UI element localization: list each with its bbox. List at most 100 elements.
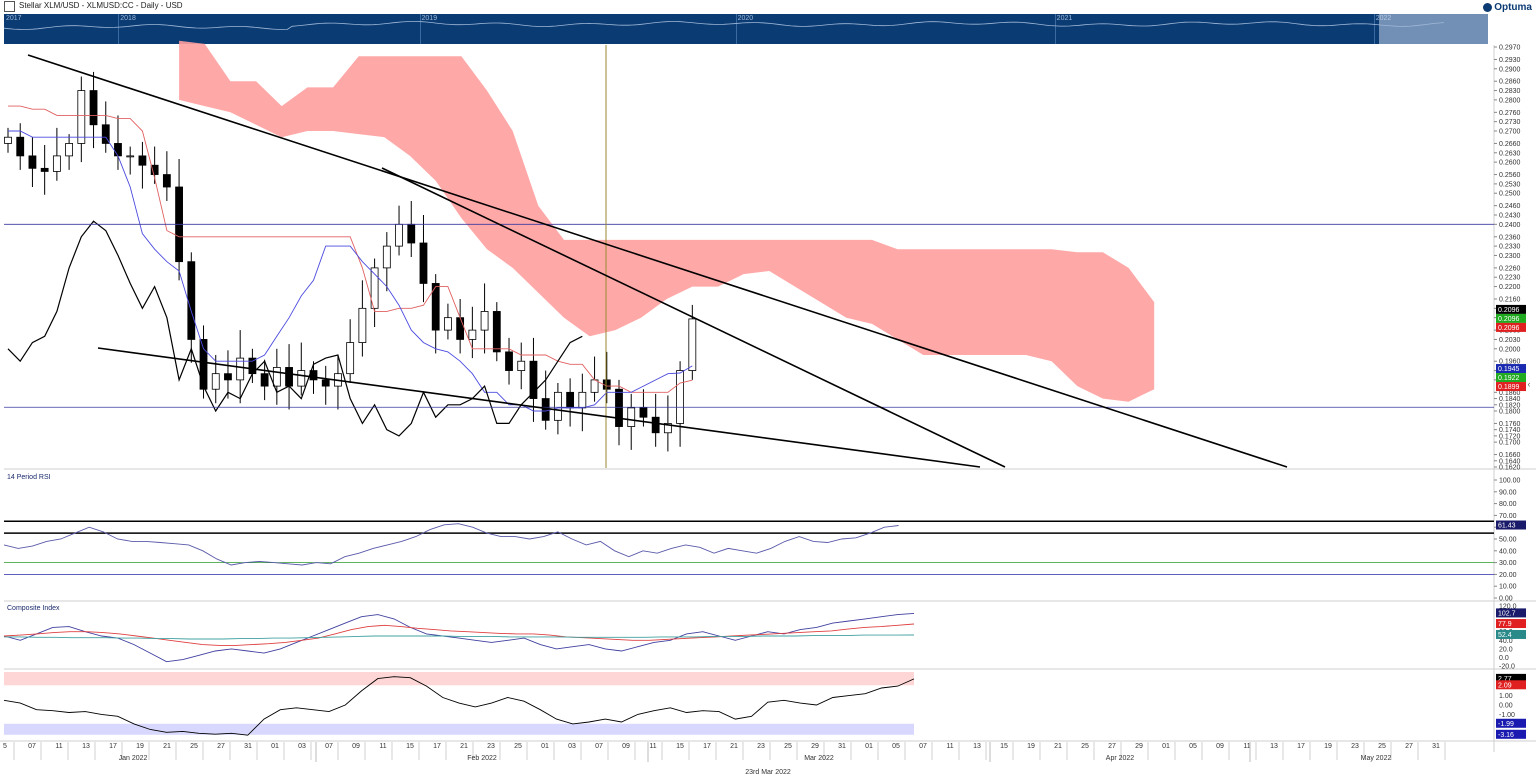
- xaxis-day-tick: 19: [1324, 743, 1332, 750]
- xaxis-day-tick: 5: [3, 743, 7, 750]
- price-badge-bg: [1496, 304, 1526, 314]
- optex-tick-label: 1.00: [1499, 693, 1513, 700]
- rsi-tick-label: 100.00: [1499, 478, 1521, 485]
- tenkan-sen-line: [8, 130, 693, 412]
- xaxis-day-tick: 11: [55, 743, 62, 750]
- overview-line: [4, 21, 1445, 31]
- composite-badge-bg: [1496, 619, 1526, 629]
- composite-badge: 102.7: [1498, 610, 1516, 617]
- candle-down: [566, 391, 575, 409]
- composite-tick-label: -20.0: [1499, 664, 1515, 671]
- xaxis-day-tick: 29: [1135, 743, 1143, 750]
- candle-up: [382, 245, 391, 269]
- price-badge-bg: [1496, 382, 1526, 392]
- xaxis-month-label: Jan 2022: [119, 755, 148, 762]
- xaxis-day-tick: 07: [595, 743, 603, 750]
- candle-down: [40, 167, 49, 172]
- xaxis-day-tick: 05: [892, 743, 900, 750]
- collapse-panel-chevron-icon[interactable]: ‹: [1527, 379, 1531, 389]
- candle-up: [236, 357, 245, 381]
- candle-down: [285, 367, 293, 387]
- chikou-span-line: [7, 220, 583, 437]
- price-tick-label: 0.2730: [1499, 119, 1521, 126]
- xaxis-day-tick: 23: [487, 743, 495, 750]
- price-tick-label: 0.2160: [1499, 297, 1521, 304]
- price-badge-bg: [1496, 373, 1526, 383]
- xaxis-day-tick: 17: [109, 743, 117, 750]
- candle-up: [272, 367, 281, 387]
- rsi-tick-label: 20.00: [1499, 572, 1517, 579]
- overview-selection-window[interactable]: [1379, 14, 1488, 44]
- xaxis-day-tick: 03: [568, 743, 576, 750]
- price-tick-label: 0.2000: [1499, 346, 1521, 353]
- overview-year-label: 2018: [120, 15, 136, 22]
- optex-line: [3, 676, 915, 736]
- optex-badge: 2.77: [1498, 676, 1512, 683]
- candle-up: [444, 317, 452, 331]
- xaxis-day-tick: 21: [460, 743, 468, 750]
- candle-down: [407, 223, 416, 244]
- rsi-tick-label: 40.00: [1499, 548, 1517, 555]
- candle-down: [321, 379, 330, 387]
- chart-title: Stellar XLM/USD - XLMUSD:CC - Daily - US…: [19, 1, 183, 10]
- xaxis-day-tick: 23: [1351, 743, 1359, 750]
- optex-badge: -1.99: [1498, 721, 1514, 728]
- price-tick-label: 0.2260: [1499, 265, 1521, 272]
- xaxis-day-tick: 25: [190, 743, 198, 750]
- candle-down: [639, 407, 648, 418]
- rsi-tick-label: 80.00: [1499, 501, 1517, 508]
- price-tick-label: 0.1820: [1499, 402, 1521, 409]
- candle-up: [480, 311, 489, 331]
- candle-up: [554, 391, 562, 421]
- price-tick-label: 0.2560: [1499, 172, 1521, 179]
- xaxis-day-tick: 29: [811, 743, 819, 750]
- price-tick-label: 0.2760: [1499, 110, 1521, 117]
- xaxis-day-tick: 11: [946, 743, 953, 750]
- xaxis-day-tick: 05: [1189, 743, 1197, 750]
- candle-down: [28, 155, 37, 169]
- price-badge: 0.2096: [1498, 325, 1520, 332]
- price-tick-label: 0.1860: [1499, 390, 1521, 397]
- xaxis-day-tick: 27: [1405, 743, 1413, 750]
- price-badge-bg: [1496, 313, 1526, 323]
- price-tick-label: 0.2630: [1499, 150, 1521, 157]
- xaxis-day-tick: 13: [82, 743, 90, 750]
- composite-badge: 52.4: [1498, 632, 1512, 639]
- price-tick-label: 0.1640: [1499, 458, 1521, 465]
- price-tick-label: 0.2200: [1499, 284, 1521, 291]
- candle-down: [187, 261, 196, 340]
- price-badge: 0.2096: [1498, 316, 1520, 323]
- trendline-upper: [27, 54, 1288, 468]
- price-tick-label: 0.2230: [1499, 275, 1521, 282]
- timeline-overview[interactable]: 201720182019202020212022: [4, 14, 1488, 44]
- composite-blue-line: [3, 612, 915, 663]
- xaxis-month-label: May 2022: [1361, 755, 1392, 762]
- price-tick-label: 0.2900: [1499, 66, 1521, 73]
- candle-down: [162, 174, 171, 188]
- xaxis-day-tick: 17: [1297, 743, 1305, 750]
- price-tick-label: 0.2500: [1499, 191, 1521, 198]
- overview-price-line: [4, 21, 1445, 31]
- xaxis-day-tick: 07: [325, 743, 333, 750]
- candle-down: [492, 311, 501, 353]
- price-tick-label: 0.2330: [1499, 244, 1521, 251]
- trendline-helper: [690, 340, 915, 379]
- candle-up: [126, 155, 135, 158]
- rsi-tick-label: 70.00: [1499, 513, 1517, 520]
- price-tick-label: 0.1760: [1499, 421, 1521, 428]
- composite-tick-label: 0.0: [1499, 655, 1509, 662]
- price-tick-label: 0.2430: [1499, 213, 1521, 220]
- composite-badge-bg: [1496, 629, 1526, 639]
- candle-down: [529, 360, 538, 399]
- price-tick-label: 0.2830: [1499, 88, 1521, 95]
- xaxis-day-tick: 25: [514, 743, 522, 750]
- candle-up: [676, 370, 684, 424]
- chart-menu-icon[interactable]: [4, 1, 15, 12]
- xaxis-day-tick: 01: [865, 743, 873, 750]
- xaxis-day-tick: 31: [1432, 743, 1440, 750]
- optuma-logo-icon: [1483, 3, 1493, 12]
- xaxis-day-tick: 15: [406, 743, 414, 750]
- price-tick-label: 0.1840: [1499, 396, 1521, 403]
- candle-up: [358, 307, 367, 343]
